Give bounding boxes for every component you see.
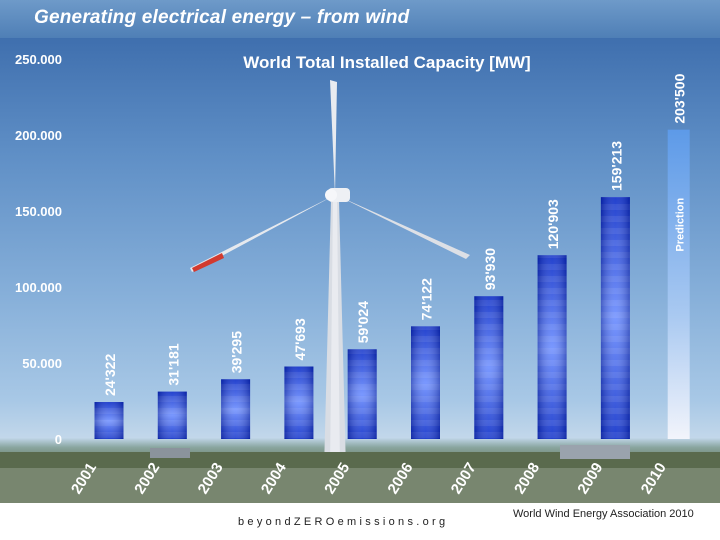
bar-shading [347, 349, 377, 439]
bar-value-label: 74'122 [419, 278, 435, 320]
bar-shading [94, 402, 124, 439]
wind-turbine-illustration [190, 80, 470, 470]
bar-value-label: 31'181 [165, 343, 181, 385]
slide-header: Generating electrical energy – from wind [0, 0, 720, 38]
y-axis-tick-labels: 0 50.000 100.000 150.000 200.000 250.000 [15, 52, 62, 447]
bar-shading [474, 296, 504, 439]
bar-value-label: 59'024 [355, 301, 371, 343]
bar-value-label: 39'295 [229, 331, 245, 373]
y-tick-label: 150.000 [15, 204, 62, 219]
source-website: beyondZEROemissions.org [238, 516, 449, 528]
y-tick-label: 50.000 [22, 356, 62, 371]
chart-svg: 0 50.000 100.000 150.000 200.000 250.000 Worl… [0, 52, 720, 503]
chart-title: World Total Installed Capacity [MW] [243, 53, 530, 72]
bar-shading [221, 379, 251, 439]
y-tick-label: 250.000 [15, 52, 62, 67]
prediction-label: Prediction [675, 198, 687, 252]
background-photo: 0 50.000 100.000 150.000 200.000 250.000 Worl… [0, 38, 720, 503]
bar-value-label: 47'693 [292, 318, 308, 360]
data-source-credit: World Wind Energy Association 2010 [513, 508, 694, 520]
slide-title: Generating electrical energy – from wind [34, 7, 410, 28]
bar-value-labels: 24'322 31'181 39'295 47'693 59'024 74'122 93'9… [102, 73, 688, 396]
bar-shading [284, 366, 314, 439]
bar-value-label: 24'322 [102, 354, 118, 396]
bar-value-label: 93'930 [482, 248, 498, 290]
bar-shading [157, 391, 187, 439]
bar-shading [411, 326, 440, 439]
prediction-bar [667, 129, 690, 439]
ground-scenery [0, 445, 720, 503]
slide-footer: beyondZEROemissions.org World Wind Energ… [0, 503, 720, 540]
y-tick-label: 0 [55, 432, 62, 447]
bar-value-label: 120'903 [545, 199, 561, 249]
bar-shading [537, 255, 567, 439]
bar-value-label: 159'213 [608, 141, 624, 191]
bar-value-label: 203'500 [672, 73, 688, 123]
y-tick-label: 100.000 [15, 280, 62, 295]
y-tick-label: 200.000 [15, 128, 62, 143]
bar-series [94, 129, 690, 439]
bar-shading [600, 196, 630, 439]
